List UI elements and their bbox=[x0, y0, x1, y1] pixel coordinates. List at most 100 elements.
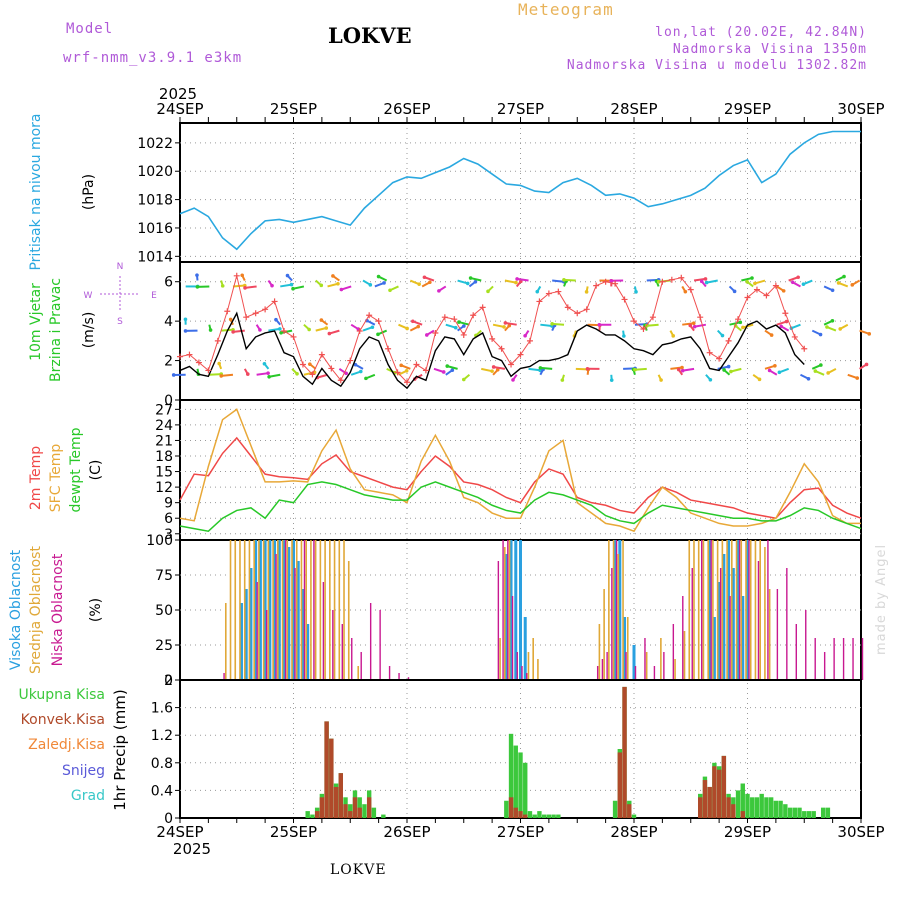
wind-gust-marker bbox=[281, 328, 288, 334]
wind-vector-head bbox=[411, 319, 415, 324]
wind-gust-marker bbox=[177, 353, 183, 360]
low-cloud-bar bbox=[398, 673, 400, 680]
wind-gust-marker bbox=[356, 328, 363, 334]
convective-rain-bar bbox=[712, 766, 717, 818]
convective-rain-bar bbox=[319, 797, 325, 818]
mid-cloud-bar bbox=[716, 540, 719, 680]
temp-sfc-line bbox=[179, 408, 861, 533]
high-cloud-bar bbox=[523, 617, 527, 680]
low-cloud-bar bbox=[303, 540, 306, 680]
wind-vector-head bbox=[818, 332, 823, 337]
convective-rain-bar bbox=[740, 811, 745, 818]
mid-cloud-bar bbox=[234, 540, 237, 680]
wind-vector-head bbox=[468, 276, 473, 280]
wind-vector-head bbox=[370, 325, 375, 330]
low-cloud-bar bbox=[511, 596, 514, 680]
mid-cloud-axis-label: Srednja Oblacnost bbox=[28, 546, 44, 674]
wind-vector bbox=[493, 365, 506, 370]
wind-gust-marker bbox=[782, 310, 789, 317]
wind-vector-head bbox=[741, 325, 745, 330]
total-rain-bar bbox=[750, 797, 755, 818]
total-rain-bar bbox=[504, 800, 509, 818]
wind-vector-head bbox=[826, 371, 830, 375]
wind-vector-head bbox=[416, 324, 421, 329]
convective-rain-bar bbox=[707, 786, 712, 818]
total-rain-bar bbox=[820, 807, 826, 818]
wind-vector bbox=[646, 323, 659, 327]
bottom-date-label: 25SEP bbox=[270, 823, 317, 841]
y-tick-label: 25 bbox=[155, 638, 173, 654]
wind-vector-head bbox=[656, 279, 661, 284]
low-cloud-bar bbox=[341, 624, 343, 680]
wind-gust-marker bbox=[309, 371, 316, 378]
wind-vector-head bbox=[781, 289, 786, 293]
wind-vector-head bbox=[450, 368, 455, 373]
total-rain-bar bbox=[797, 807, 802, 818]
wind-vector-head bbox=[307, 327, 311, 332]
mid-cloud-bar bbox=[731, 540, 733, 680]
wind-vector-head bbox=[331, 274, 335, 278]
low-cloud-bar bbox=[682, 596, 684, 680]
wind-gust-marker bbox=[498, 345, 505, 352]
high-cloud-bar bbox=[282, 540, 286, 680]
wind-gust-marker bbox=[186, 351, 193, 358]
wind-vector-head bbox=[633, 367, 637, 372]
mid-cloud-bar bbox=[598, 624, 601, 680]
wind-vector-head bbox=[692, 324, 697, 329]
wind-vector-head bbox=[767, 368, 772, 373]
wind-gust-marker bbox=[205, 367, 212, 374]
wind-vector-head bbox=[353, 362, 358, 367]
total-rain-bar bbox=[546, 814, 552, 818]
low-cloud-axis-label: Niska Oblacnost bbox=[50, 553, 66, 666]
wind-vector bbox=[694, 323, 707, 328]
wind-vector bbox=[244, 285, 257, 289]
wind-vector-head bbox=[327, 331, 332, 336]
total-rain-bar bbox=[825, 807, 831, 818]
wind-gust-marker bbox=[366, 312, 373, 319]
low-cloud-bar bbox=[663, 652, 665, 680]
wind-vector-head bbox=[183, 317, 188, 322]
mid-cloud-bar bbox=[347, 561, 350, 680]
mid-cloud-bar bbox=[286, 540, 289, 680]
dewpoint-line bbox=[179, 481, 862, 532]
low-cloud-bar bbox=[795, 624, 797, 680]
wind-vector bbox=[540, 366, 553, 370]
total-rain-bar bbox=[740, 783, 745, 818]
wind-vector-head bbox=[699, 279, 704, 284]
wind-vector-head bbox=[535, 289, 540, 294]
high-cloud-bar bbox=[613, 540, 617, 680]
total-rain-bar bbox=[759, 793, 764, 818]
low-cloud-bar bbox=[701, 540, 703, 680]
convective-rain-bar bbox=[622, 686, 627, 818]
precip-unit-label: 1hr Precip (mm) bbox=[111, 689, 129, 810]
wind-vector-head bbox=[703, 277, 708, 281]
wind-vector-head bbox=[773, 363, 777, 368]
y-tick-label: 0.4 bbox=[151, 783, 173, 799]
convective-rain-bar bbox=[348, 811, 353, 818]
mid-cloud-bar bbox=[239, 540, 241, 680]
total-rain-bar bbox=[513, 745, 518, 818]
wind-vector-head bbox=[291, 286, 295, 291]
mid-cloud-bar bbox=[603, 589, 605, 680]
high-cloud-bar bbox=[268, 540, 272, 680]
high-cloud-bar bbox=[258, 540, 262, 680]
wind-vector-head bbox=[659, 378, 663, 382]
wind-vector-head bbox=[850, 283, 855, 287]
mid-cloud-bar bbox=[253, 540, 255, 680]
wind-vector-head bbox=[339, 287, 344, 292]
bottom-date-label: 26SEP bbox=[383, 823, 430, 841]
low-cloud-bar bbox=[606, 652, 608, 680]
high-cloud-bar bbox=[708, 540, 712, 680]
pressure-unit-label: (hPa) bbox=[81, 174, 97, 210]
wind-gust-marker bbox=[318, 351, 325, 358]
wind-gust-marker bbox=[233, 272, 240, 279]
mid-cloud-bar bbox=[229, 540, 232, 680]
wind-vector bbox=[292, 285, 305, 290]
wind-vector-head bbox=[806, 376, 811, 381]
compass-north: N bbox=[117, 262, 124, 272]
wind-vector-head bbox=[523, 333, 527, 338]
wind-vector-head bbox=[491, 365, 496, 369]
mid-cloud-bar bbox=[248, 540, 251, 680]
wind-gust-marker bbox=[243, 314, 250, 321]
wind-vector-head bbox=[231, 330, 235, 334]
